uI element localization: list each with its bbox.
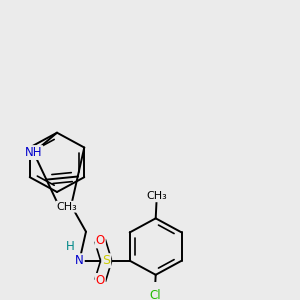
Text: Cl: Cl (149, 290, 160, 300)
Text: CH₃: CH₃ (146, 191, 167, 201)
Text: N: N (75, 254, 84, 267)
Text: H: H (66, 240, 75, 253)
Text: O: O (96, 274, 105, 287)
Text: CH₃: CH₃ (56, 202, 77, 212)
Text: S: S (102, 254, 110, 267)
Text: O: O (96, 234, 105, 248)
Text: NH: NH (25, 146, 42, 159)
